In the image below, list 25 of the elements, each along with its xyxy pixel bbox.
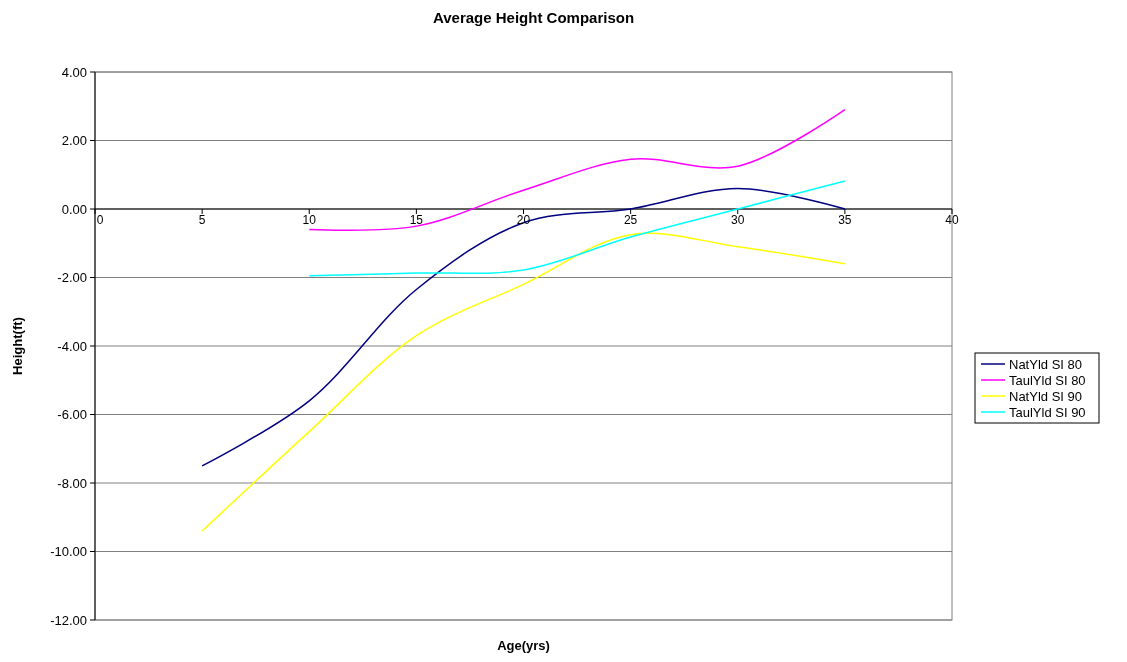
x-tick-label: 10 (302, 213, 317, 227)
y-tick-label: -12.00 (50, 612, 87, 628)
y-axis-title: Height(ft) (10, 317, 25, 375)
chart-title: Average Height Comparison (432, 9, 635, 26)
legend-label: NatYld SI 80 (1009, 356, 1082, 372)
x-tick-label: 25 (623, 213, 638, 227)
y-tick-label: 4.00 (61, 64, 87, 80)
y-tick-label: -6.00 (57, 407, 87, 423)
x-tick-label: 5 (198, 213, 206, 227)
x-tick-label: 15 (409, 213, 424, 227)
x-tick-label: 40 (945, 213, 959, 227)
legend-label: TaulYld SI 90 (1009, 404, 1086, 420)
legend-label: NatYld SI 90 (1009, 388, 1082, 404)
x-axis-title: Age(yrs) (497, 638, 550, 653)
x-tick-label: 35 (838, 213, 852, 227)
y-tick-label: -4.00 (57, 338, 87, 354)
y-tick-label: 0.00 (61, 201, 87, 217)
y-tick-label: -8.00 (57, 475, 87, 491)
x-tick-label: 30 (731, 213, 745, 227)
y-tick-label: -2.00 (57, 270, 87, 286)
x-tick-label: 0 (96, 213, 104, 227)
y-tick-label: -10.00 (50, 544, 87, 560)
legend-label: TaulYld SI 80 (1009, 372, 1086, 388)
line-series (201, 232, 846, 532)
y-tick-label: 2.00 (61, 133, 87, 149)
